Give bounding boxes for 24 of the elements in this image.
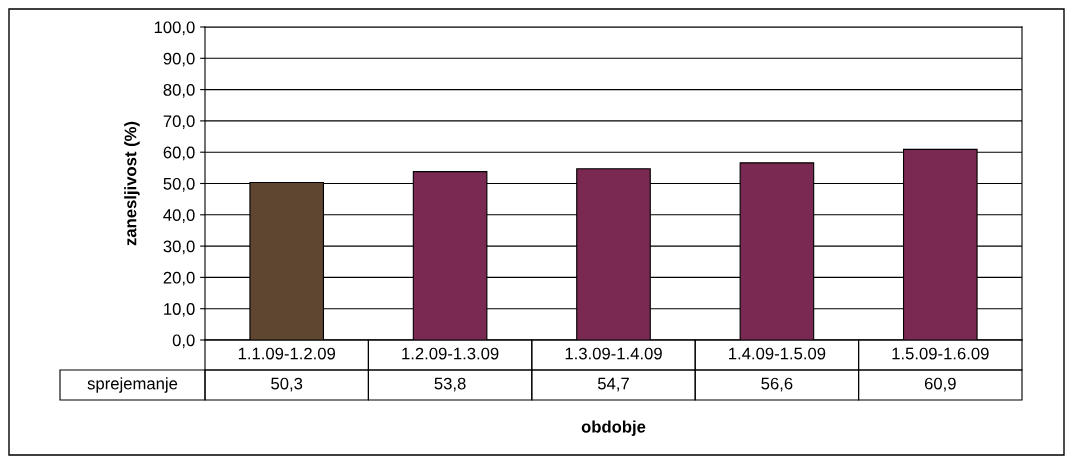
data-label: 54,7 — [597, 377, 629, 392]
x-tick-label: 1.2.09-1.3.09 — [402, 347, 499, 360]
x-axis-title: obdobje — [581, 420, 646, 436]
y-axis-title: zanesljivost (%) — [124, 121, 140, 246]
y-tick-label: 10,0 — [164, 303, 195, 317]
y-tick-label: 80,0 — [163, 84, 195, 98]
text: sprejemanje — [87, 377, 178, 393]
y-tick-label: 90,0 — [163, 52, 195, 67]
y-tick-label: 70,0 — [163, 115, 195, 130]
data-label: 53,8 — [434, 377, 466, 392]
y-tick-label: 50,0 — [163, 177, 195, 192]
x-tick-label: 1.5.09-1.6.09 — [892, 347, 989, 360]
y-tick-label: 30,0 — [163, 240, 195, 255]
x-tick-label: 1.4.09-1.5.09 — [729, 347, 826, 360]
y-tick-label: 60,0 — [163, 146, 195, 161]
x-tick-label: 1.3.09-1.4.09 — [565, 347, 662, 360]
data-label: 60,9 — [924, 377, 956, 392]
x-tick-label: 1.1.09-1.2.09 — [238, 347, 336, 360]
y-tick-label: 20,0 — [163, 271, 195, 286]
y-tick-label: 0,0 — [172, 334, 195, 349]
y-tick-label: 100,0 — [154, 21, 195, 36]
data-label: 56,6 — [761, 377, 793, 392]
data-label: 50,3 — [271, 377, 303, 392]
y-tick-label: 40,0 — [163, 209, 195, 223]
